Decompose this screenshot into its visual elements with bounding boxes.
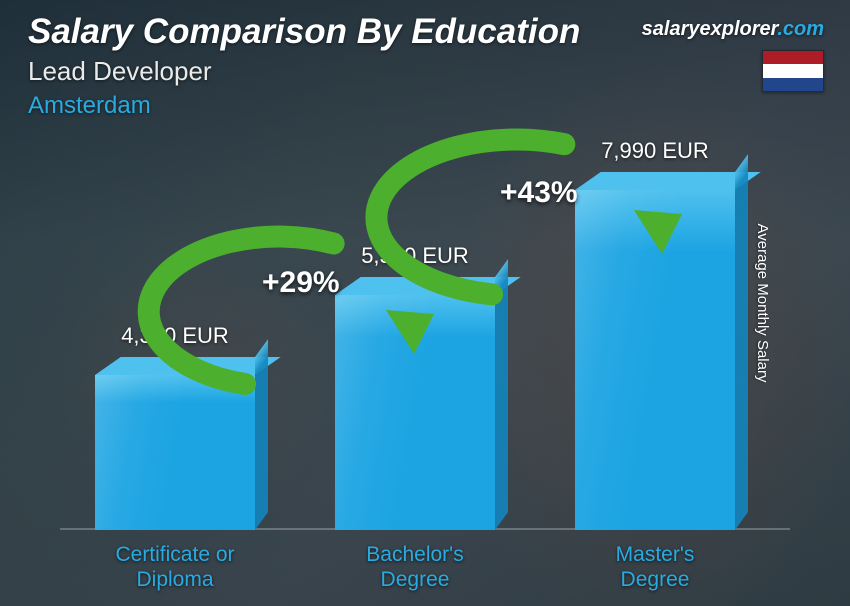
chart-title: Salary Comparison By Education xyxy=(28,12,580,52)
increase-arrow-icon xyxy=(0,86,850,606)
brand-suffix: .com xyxy=(777,18,824,40)
flag-stripe xyxy=(763,64,823,77)
chart-subtitle: Lead Developer xyxy=(28,56,212,87)
percent-increase-badge: +43% xyxy=(500,176,578,210)
bar-chart: 4,330 EURCertificate or Diploma5,590 EUR… xyxy=(0,86,850,606)
brand-main: salaryexplorer xyxy=(642,18,778,40)
flag-stripe xyxy=(763,51,823,64)
brand-label: salaryexplorer.com xyxy=(642,18,824,41)
